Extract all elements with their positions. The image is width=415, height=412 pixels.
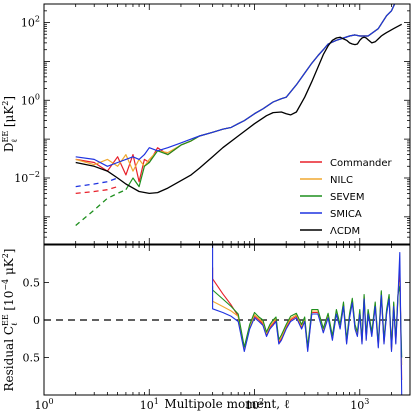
spectrum-axis-ticks: 10−2 100 102: [14, 3, 411, 245]
x-tick-label: 103: [350, 397, 369, 412]
x-axis-label: Multipole moment, ℓ: [164, 397, 289, 411]
residual-y-tick-label: 0.5: [23, 277, 41, 290]
residual-series-group: [212, 245, 403, 395]
residual-panel: 100 101 102 103 0.5 0 0.5 Residual CEEℓ [10−4 …: [1, 244, 411, 412]
residual-y-axis-label: Residual CEEℓ [10−4 μK2]: [1, 249, 19, 392]
x-tick-label: 100: [34, 397, 53, 412]
x-tick-label: 101: [140, 397, 159, 412]
spectrum-series-group: [75, 4, 403, 226]
spectrum-y-tick-label: 102: [21, 15, 40, 30]
residual-axis-ticks: 100 101 102 103 0.5 0 0.5: [23, 244, 411, 412]
spectrum-y-axis-label: DEEℓ [μK2]: [1, 96, 19, 152]
legend-label-lcdm: ΛCDM: [330, 226, 360, 237]
smica-spectrum-line: [75, 4, 396, 167]
x-tick-label: 102: [245, 397, 264, 412]
lcdm-spectrum-line: [75, 23, 403, 195]
commander-spectrum-line: [75, 4, 396, 183]
residual-y-tick-label: 0: [33, 314, 40, 327]
spectrum-plot-frame: [43, 3, 411, 245]
sevem-low-ell-line: [75, 189, 127, 226]
smica-low-ell-line: [75, 177, 118, 188]
legend-label-nilc: NILC: [330, 175, 353, 186]
spectrum-panel: 10−2 100 102 DEEℓ [μK2] Commander NILC SEVEM…: [1, 3, 411, 245]
spectrum-y-tick-label: 10−2: [14, 170, 40, 185]
commander-low-ell-line: [75, 185, 118, 195]
legend-label-commander: Commander: [330, 158, 393, 169]
residual-y-tick-label: 0.5: [23, 352, 41, 365]
spectrum-y-tick-label: 100: [21, 92, 40, 107]
nilc-spectrum-line: [75, 4, 396, 172]
smica-residual-line: [212, 245, 403, 395]
legend: Commander NILC SEVEM SMICA ΛCDM: [300, 158, 393, 237]
residual-plot-frame: [43, 244, 411, 396]
legend-label-sevem: SEVEM: [330, 192, 364, 203]
legend-label-smica: SMICA: [330, 209, 362, 220]
